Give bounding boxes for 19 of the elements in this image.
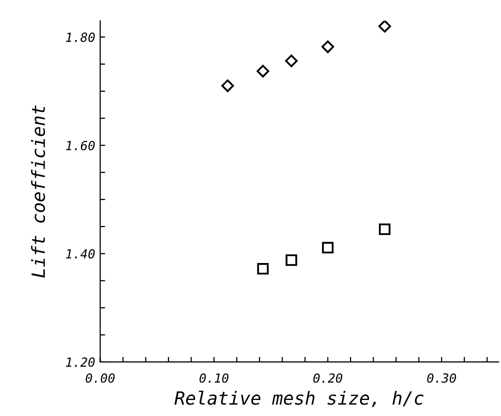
x-tick-label: 0.10 xyxy=(200,373,228,383)
x-tick-label: 0.00 xyxy=(86,373,115,383)
x-axis-title: Relative mesh size, h/c xyxy=(174,390,424,408)
point xyxy=(257,263,269,275)
point xyxy=(285,54,298,68)
point xyxy=(378,20,391,33)
point xyxy=(221,79,234,92)
y-axis-title: Lift coefficient xyxy=(31,105,46,278)
y-tick-label: 1.60 xyxy=(66,140,95,150)
point xyxy=(378,223,390,236)
x-tick-label: 0.20 xyxy=(313,373,342,383)
y-tick-label: 1.40 xyxy=(66,249,95,259)
x-tick-label: 0.30 xyxy=(427,373,456,383)
point xyxy=(256,64,270,78)
point xyxy=(286,254,298,266)
y-tick-label: 1.80 xyxy=(66,32,95,42)
point xyxy=(322,242,334,254)
point xyxy=(321,40,334,54)
y-tick-label: 1.20 xyxy=(66,357,95,367)
